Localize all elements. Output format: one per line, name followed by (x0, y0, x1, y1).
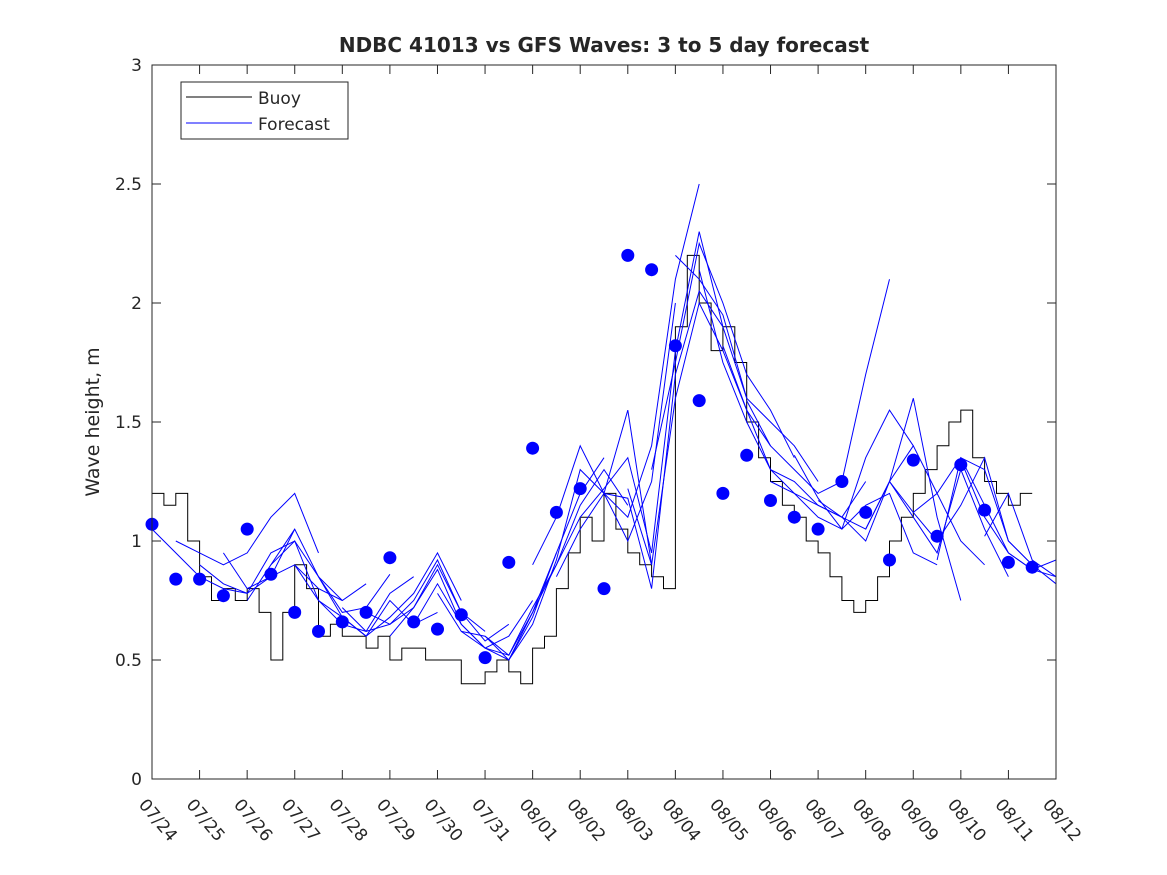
forecast-point (526, 441, 540, 455)
forecast-point (597, 582, 611, 596)
forecast-point (811, 522, 825, 536)
y-tick-label: 1 (131, 532, 142, 552)
forecast-points (145, 248, 1039, 665)
forecast-point (645, 263, 659, 277)
legend: Buoy Forecast (180, 81, 349, 140)
forecast-run-line-19 (603, 289, 748, 589)
legend-forecast-label: Forecast (258, 115, 330, 135)
forecast-point (978, 503, 992, 517)
axis-ticks (151, 64, 1057, 780)
forecast-point (383, 551, 397, 565)
chart-title: NDBC 41013 vs GFS Waves: 3 to 5 day fore… (339, 33, 870, 57)
forecast-point (835, 475, 849, 488)
forecast-point (407, 615, 421, 629)
y-tick-labels: 0 0.5 1 1.5 2 2.5 3 (115, 56, 142, 790)
forecast-point (240, 522, 254, 536)
forecast-point (288, 605, 302, 619)
forecast-point (1001, 555, 1015, 569)
y-tick-label: 0 (131, 770, 142, 790)
forecast-point (431, 622, 444, 636)
forecast-point (312, 624, 325, 638)
forecast-point (454, 608, 468, 622)
forecast-run-line-14 (484, 468, 629, 656)
forecast-point (740, 448, 754, 462)
forecast-point (193, 572, 207, 586)
forecast-point (549, 505, 563, 519)
forecast-point (335, 615, 349, 629)
forecast-run-line-21 (651, 241, 795, 470)
forecast-point (169, 572, 183, 586)
legend-box (180, 81, 349, 140)
forecast-run-line-17 (555, 183, 700, 577)
forecast-point (621, 248, 635, 262)
forecast-point (264, 567, 278, 581)
forecast-run-line-22 (675, 255, 819, 482)
forecast-point (906, 453, 920, 467)
forecast-point (216, 589, 230, 603)
forecast-run-line-34 (960, 459, 1057, 571)
y-tick-label: 1.5 (115, 413, 142, 433)
forecast-point (930, 529, 944, 543)
forecast-point (1025, 560, 1039, 574)
y-tick-label: 0.5 (115, 651, 142, 671)
forecast-run-line-27 (793, 455, 938, 566)
y-tick-label: 2.5 (115, 175, 142, 195)
forecast-point (573, 482, 587, 496)
forecast-point (883, 553, 896, 567)
forecast-point (359, 605, 373, 619)
forecast-point (668, 339, 682, 353)
forecast-run-line-1 (175, 492, 319, 566)
forecast-point (478, 651, 492, 665)
forecast-run-line-15 (508, 409, 653, 661)
forecast-run-line-35 (984, 492, 1057, 578)
plot-area (152, 65, 1056, 779)
forecast-point (787, 510, 801, 524)
forecast-run-line-18 (579, 231, 724, 554)
y-axis-label: Wave height, m (82, 347, 104, 496)
forecast-point (502, 555, 516, 569)
y-tick-label: 3 (131, 56, 142, 76)
y-tick-label: 2 (131, 294, 142, 314)
legend-buoy-label: Buoy (258, 89, 301, 109)
forecast-run-line-9 (365, 563, 510, 642)
forecast-point (716, 486, 730, 500)
forecast-point (859, 505, 873, 519)
forecast-run-line-25 (746, 279, 890, 495)
forecast-point (764, 494, 777, 507)
forecast-point (692, 394, 706, 408)
forecast-point (954, 458, 968, 472)
